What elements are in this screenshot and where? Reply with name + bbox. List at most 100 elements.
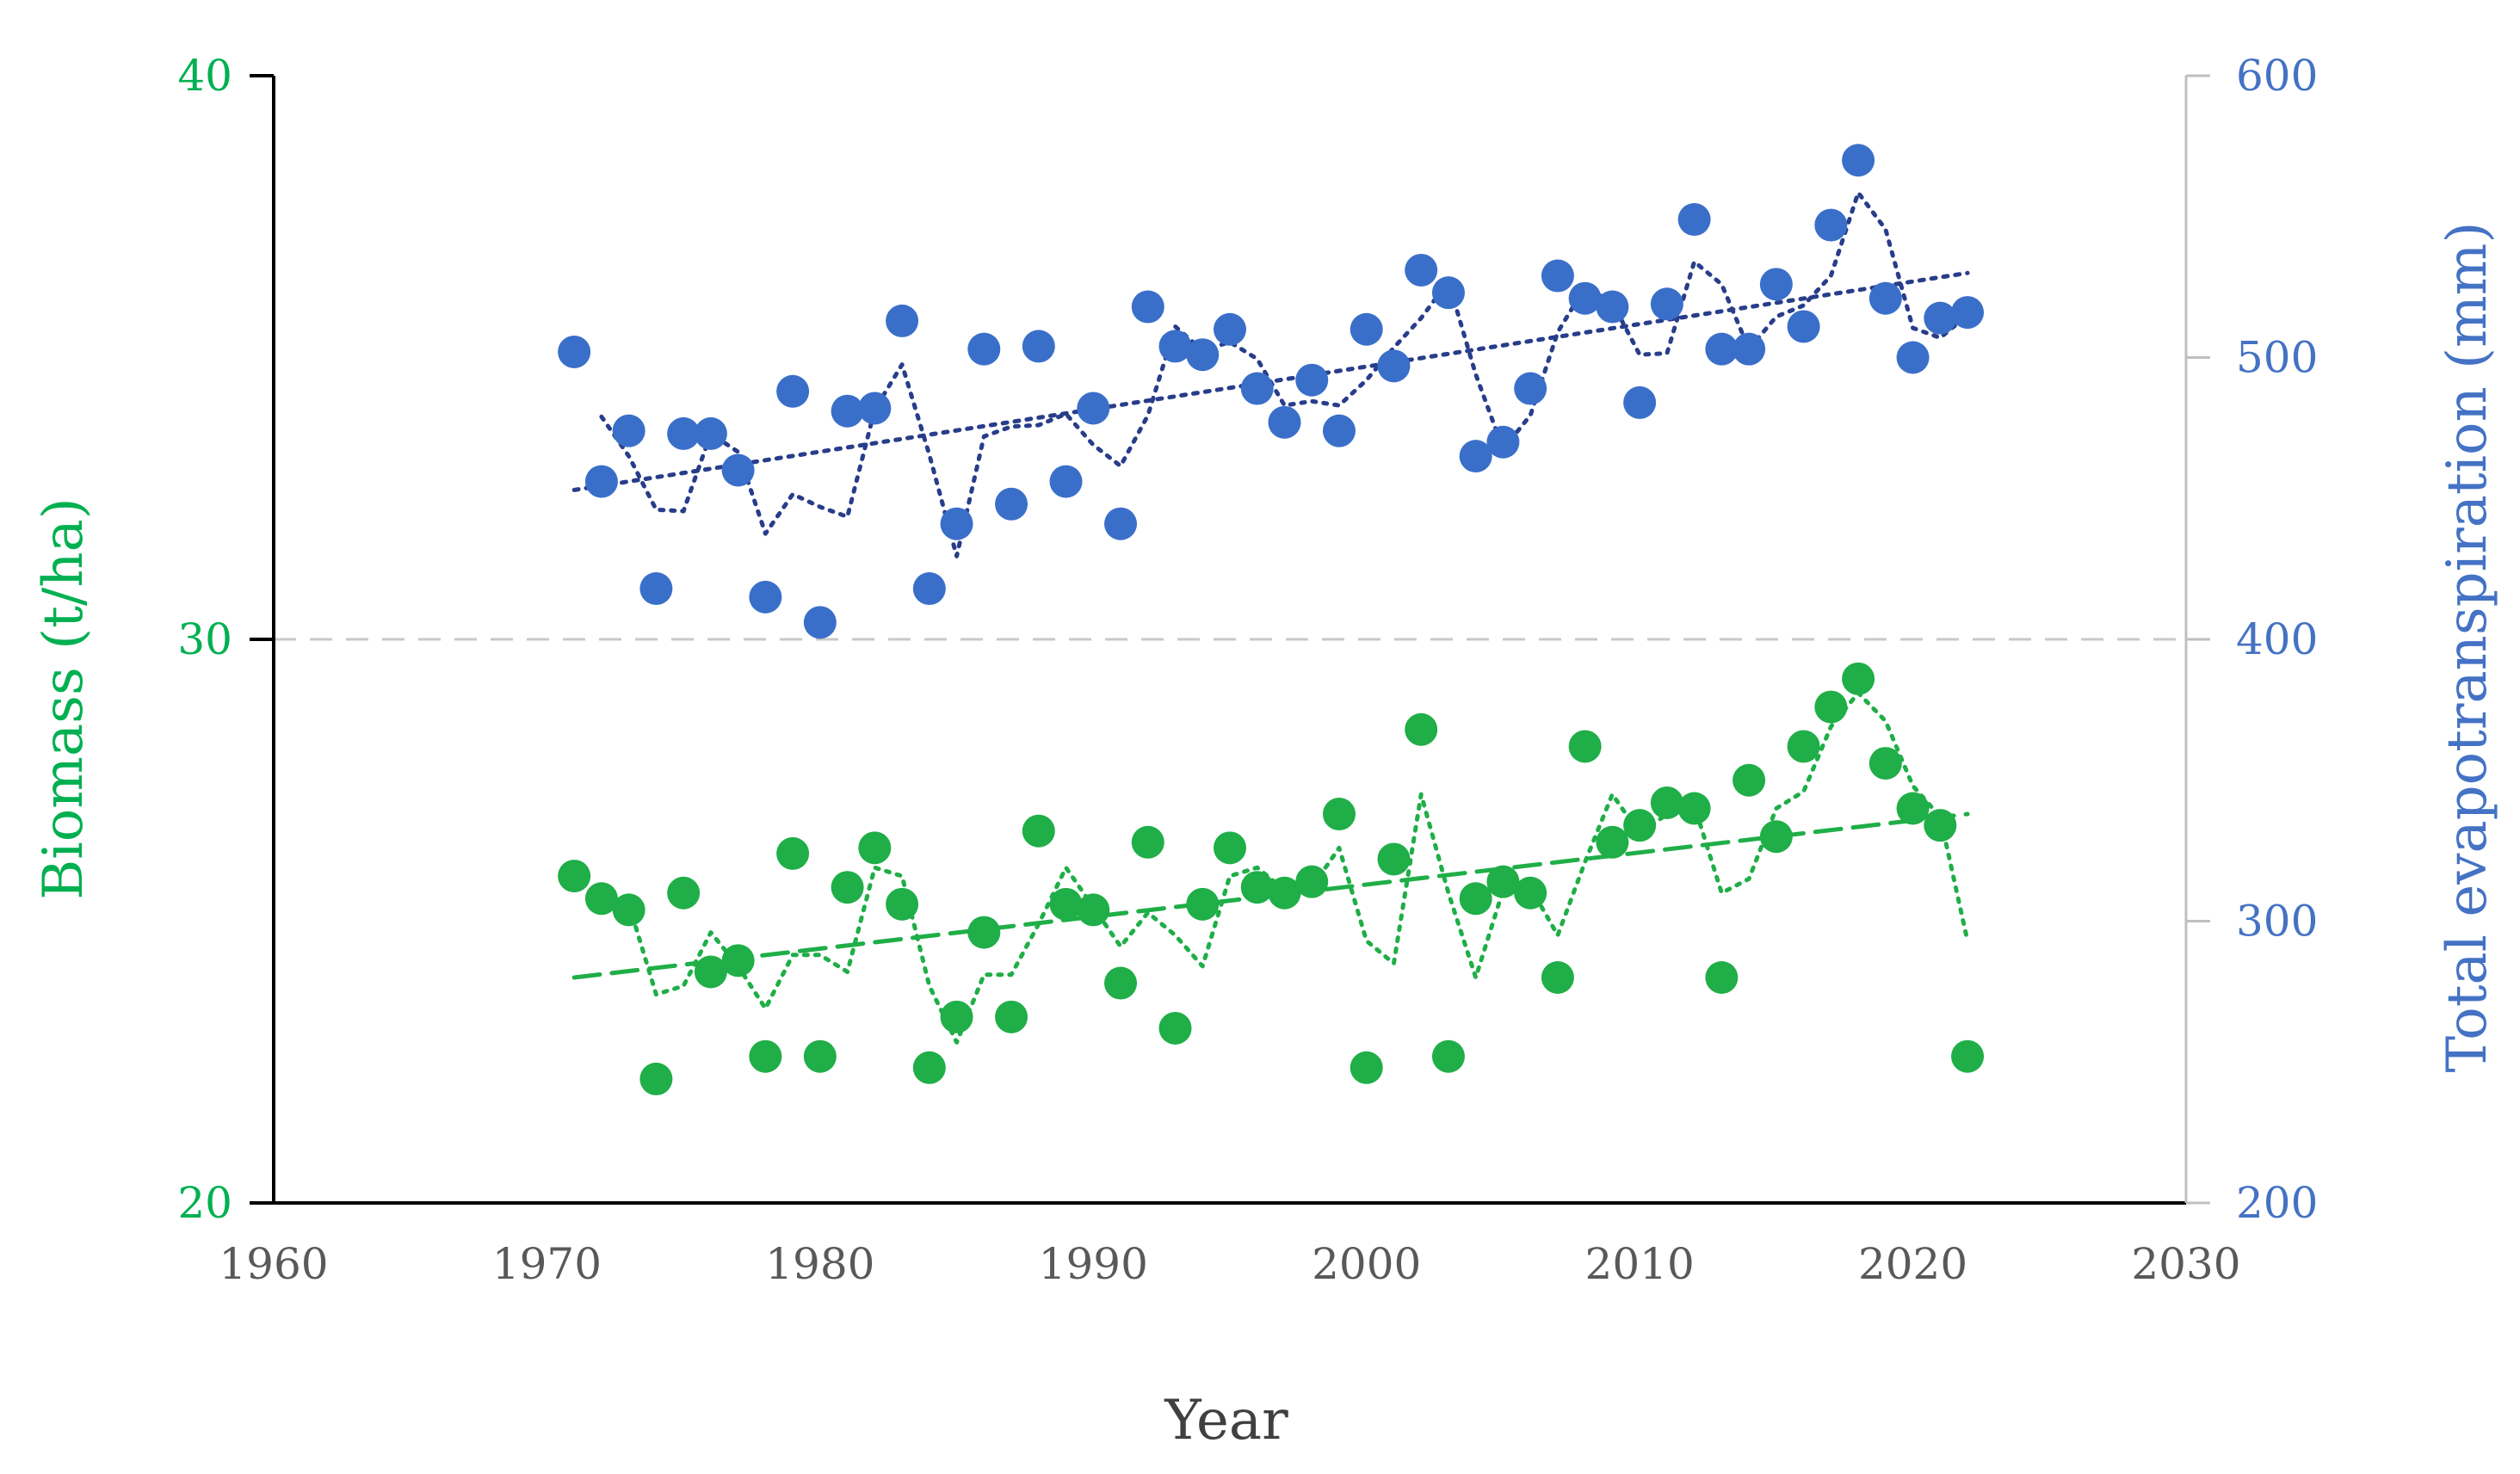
biomass-data-point [1350,1051,1383,1084]
biomass-data-point [749,1039,782,1073]
biomass-data-point [886,887,919,921]
et-data-point [1486,425,1520,459]
biomass-data-point [1842,662,1875,695]
et-moving-average-line [599,190,1970,558]
biomass-data-point [803,1039,837,1073]
biomass-data-point [858,831,892,865]
et-data-point [1104,507,1138,540]
y-right-tick-label: 200 [2236,1178,2318,1228]
biomass-data-point [1158,1011,1192,1045]
et-data-point [803,606,837,639]
et-data-point [584,465,618,498]
et-data-point [558,335,591,368]
y-left-tick-label: 30 [177,614,232,664]
et-data-point [1596,290,1629,324]
biomass-data-point [1814,690,1848,724]
et-data-point [1541,259,1574,293]
biomass-data-point [967,916,1001,949]
et-data-point [1377,349,1411,383]
y-axis-right-title: Total evapotranspiration (mm) [2436,222,2499,1073]
biomass-data-point [831,871,864,904]
y-left-tick-label: 40 [177,51,232,101]
et-data-point [1787,310,1820,343]
biomass-data-point [1214,831,1246,865]
biomass-data-point [1240,871,1274,904]
biomass-data-point [1322,798,1356,831]
biomass-data-point [1705,961,1739,994]
biomass-data-point [1924,809,1957,842]
biomass-data-point [1650,786,1683,819]
biomass-data-point [1759,820,1793,854]
x-tick-label: 1980 [765,1239,874,1289]
biomass-data-point [1405,712,1438,746]
x-tick-label: 2000 [1312,1239,1421,1289]
et-data-point [858,392,892,425]
biomass-data-point [940,1000,973,1033]
x-tick-label: 1970 [492,1239,602,1289]
biomass-data-point [1623,809,1657,842]
y-right-tick-label: 300 [2236,897,2318,947]
et-data-point [1759,268,1793,301]
biomass-data-point [1514,876,1547,910]
et-data-point [1896,341,1930,374]
et-data-point [1951,296,1985,330]
et-data-point [1623,385,1657,419]
et-data-point [1049,465,1083,498]
et-data-point [940,507,973,540]
et-data-point [612,414,645,447]
et-data-point [694,416,727,450]
et-data-point [1350,312,1383,346]
biomass-data-point [1486,865,1520,898]
biomass-data-point [1295,865,1329,898]
et-data-point [1158,330,1192,363]
biomass-data-point [1104,966,1138,1000]
et-data-point [1077,392,1110,425]
trend-layer [571,190,1970,1045]
y-right-tick-label: 600 [2236,51,2318,101]
et-data-point [1322,414,1356,447]
et-data-point [1405,253,1438,287]
x-tick-label: 2010 [1585,1239,1695,1289]
x-tick-label: 2030 [2131,1239,2240,1289]
biomass-data-point [558,860,591,893]
biomass-data-point [1787,730,1820,763]
biomass-data-point [1541,961,1574,994]
y-right-tick-label: 500 [2236,333,2318,383]
x-tick-label: 1960 [219,1239,328,1289]
et-data-point [1924,301,1957,335]
et-data-point [1214,312,1246,346]
biomass-data-point [1459,882,1492,916]
et-data-point [912,572,946,606]
et-data-point [831,394,864,428]
biomass-data-point [1732,763,1766,797]
et-data-point [1868,281,1902,315]
biomass-data-point [1596,825,1629,859]
et-data-point [967,332,1001,366]
et-data-point [721,453,755,487]
et-data-point [667,416,701,450]
biomass-data-point [612,893,645,927]
et-data-point [1022,330,1055,363]
biomass-data-point [1268,876,1301,910]
biomass-data-point [1131,825,1164,859]
biomass-data-point [584,882,618,916]
biomass-data-point [1868,747,1902,780]
biomass-data-point [1186,887,1220,921]
et-data-point [1514,372,1547,405]
x-tick-label: 2020 [1858,1239,1967,1289]
biomass-data-point [995,1000,1028,1033]
biomass-data-point [639,1062,673,1095]
et-data-point [1431,276,1465,310]
et-data-point [1677,203,1711,237]
biomass-data-point [1431,1039,1465,1073]
biomass-data-point [1677,792,1711,825]
y-axis-left-title: Biomass (t/ha) [32,497,96,900]
points-layer [558,144,1985,1095]
et-data-point [1705,332,1739,366]
et-data-point [1814,208,1848,242]
biomass-data-point [1951,1039,1985,1073]
biomass-data-point [1568,730,1602,763]
et-data-point [749,580,782,614]
